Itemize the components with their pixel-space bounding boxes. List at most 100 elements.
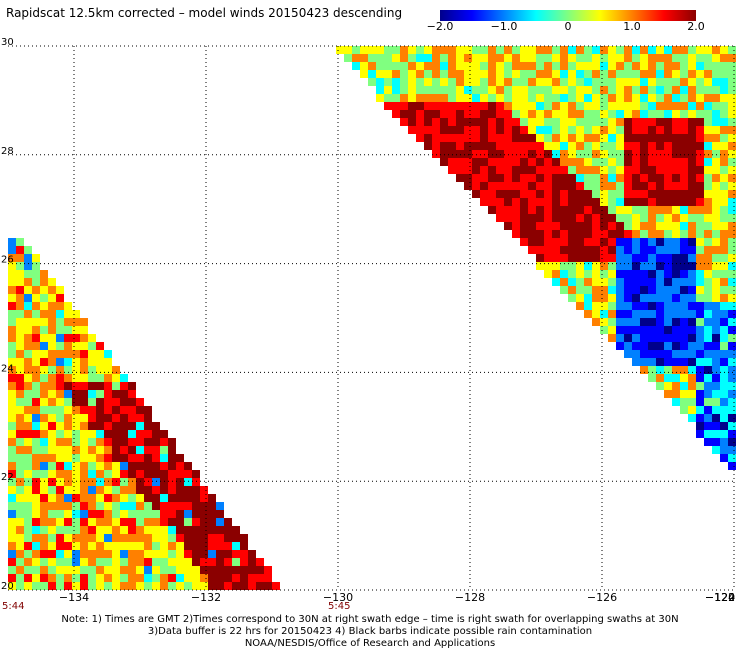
swath-cell	[48, 334, 56, 342]
swath-cell	[448, 158, 456, 166]
swath-cell	[728, 422, 736, 430]
swath-cell	[16, 390, 24, 398]
swath-cell	[480, 70, 488, 78]
swath-cell	[8, 366, 16, 374]
swath-cell	[544, 246, 552, 254]
swath-cell	[552, 246, 560, 254]
latitude-label: 30	[1, 37, 14, 48]
swath-cell	[728, 374, 736, 382]
swath-cell	[64, 358, 72, 366]
swath-cell	[696, 278, 704, 286]
swath-cell	[640, 318, 648, 326]
swath-time-labels: 5:445:454:09	[2, 601, 350, 612]
swath-cell	[480, 102, 488, 110]
swath-cell	[624, 294, 632, 302]
swath-cell	[440, 94, 448, 102]
swath-cell	[40, 390, 48, 398]
swath-cell	[704, 110, 712, 118]
swath-cell	[96, 342, 104, 350]
swath-cell	[512, 166, 520, 174]
swath-cell	[648, 182, 656, 190]
swath-cell	[104, 542, 112, 550]
swath-cell	[544, 254, 552, 262]
swath-cell	[96, 406, 104, 414]
swath-cell	[720, 246, 728, 254]
swath-cell	[696, 222, 704, 230]
swath-cell	[80, 566, 88, 574]
swath-cell	[536, 254, 544, 262]
swath-cell	[528, 94, 536, 102]
swath-cell	[576, 62, 584, 70]
swath-cell	[728, 342, 736, 350]
swath-cell	[664, 366, 672, 374]
swath-cell	[344, 54, 352, 62]
swath-cell	[560, 70, 568, 78]
swath-cell	[80, 454, 88, 462]
swath-cell	[632, 326, 640, 334]
longitude-label: −124	[705, 591, 735, 604]
swath-cell	[544, 182, 552, 190]
swath-cell	[88, 382, 96, 390]
swath-cell	[168, 502, 176, 510]
swath-cell	[400, 118, 408, 126]
swath-cell	[728, 382, 736, 390]
swath-cell	[112, 574, 120, 582]
swath-cell	[16, 294, 24, 302]
swath-cell	[520, 102, 528, 110]
swath-cell	[680, 166, 688, 174]
swath-cell	[192, 542, 200, 550]
swath-cell	[608, 270, 616, 278]
swath-cell	[576, 46, 584, 54]
swath-cell	[728, 126, 736, 134]
swath-cell	[720, 430, 728, 438]
swath-cell	[600, 54, 608, 62]
swath-cell	[56, 390, 64, 398]
swath-cell	[560, 46, 568, 54]
swath-cell	[632, 246, 640, 254]
swath-cell	[664, 358, 672, 366]
swath-cell	[432, 126, 440, 134]
swath-cell	[712, 446, 720, 454]
swath-cell	[480, 78, 488, 86]
swath-cell	[56, 510, 64, 518]
swath-cell	[176, 462, 184, 470]
swath-cell	[520, 222, 528, 230]
swath-cell	[168, 550, 176, 558]
swath-cell	[640, 334, 648, 342]
swath-cell	[232, 526, 240, 534]
swath-cell	[32, 462, 40, 470]
swath-cell	[552, 134, 560, 142]
swath-cell	[712, 118, 720, 126]
swath-cell	[48, 366, 56, 374]
swath-cell	[640, 166, 648, 174]
swath-cell	[704, 326, 712, 334]
swath-cell	[8, 526, 16, 534]
swath-cell	[584, 102, 592, 110]
swath-cell	[728, 334, 736, 342]
swath-cell	[720, 46, 728, 54]
swath-cell	[456, 86, 464, 94]
swath-cell	[48, 422, 56, 430]
swath-cell	[24, 502, 32, 510]
swath-cell	[64, 350, 72, 358]
swath-cell	[608, 310, 616, 318]
swath-cell	[152, 526, 160, 534]
swath-cell	[680, 350, 688, 358]
swath-cell	[112, 462, 120, 470]
swath-cell	[720, 158, 728, 166]
swath-cell	[400, 78, 408, 86]
swath-cell	[8, 294, 16, 302]
swath-cell	[456, 54, 464, 62]
swath-cell	[16, 262, 24, 270]
swath-cell	[32, 302, 40, 310]
swath-cell	[664, 238, 672, 246]
swath-cell	[184, 510, 192, 518]
swath-cell	[608, 62, 616, 70]
swath-cell	[600, 174, 608, 182]
swath-cell	[624, 318, 632, 326]
swath-cell	[720, 110, 728, 118]
swath-cell	[456, 126, 464, 134]
swath-cell	[688, 78, 696, 86]
swath-cell	[232, 542, 240, 550]
swath-cell	[608, 278, 616, 286]
